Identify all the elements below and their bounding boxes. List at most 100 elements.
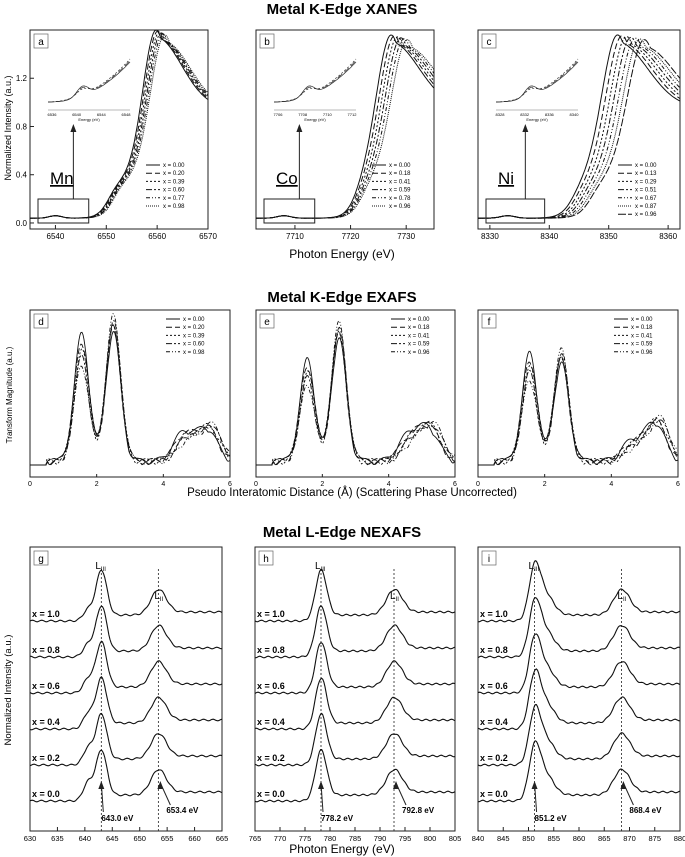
x-tick-label: 4 xyxy=(161,481,165,488)
series-line xyxy=(256,326,456,466)
panel-letter: d xyxy=(38,317,44,328)
series-line xyxy=(30,34,209,219)
panel-frame xyxy=(477,29,681,230)
panel-c: c 8330 8340 8350 8360 Ni 8328 8332 8336 8340 Energ… xyxy=(477,29,681,241)
l3-energy-label: 643.0 eV xyxy=(101,814,134,823)
inset-tick-label: 8332 xyxy=(520,112,530,117)
legend-label: x = 0.41 xyxy=(408,333,430,339)
panel-letter-box xyxy=(258,550,274,566)
element-label: Ni xyxy=(498,169,514,188)
panel-frame xyxy=(29,546,223,832)
series-line xyxy=(478,356,679,466)
series-line xyxy=(254,605,456,659)
series-line xyxy=(478,35,681,219)
panel-letter-box xyxy=(259,313,275,329)
panel-letter-box xyxy=(481,313,497,329)
x-tick-label: 775 xyxy=(299,834,312,843)
nexafs-xlabel: Photon Energy (eV) xyxy=(289,842,394,856)
panel-frame xyxy=(255,309,456,478)
series-line xyxy=(478,350,679,466)
l3-energy-label: 851.2 eV xyxy=(535,814,568,823)
series-label: x = 0.4 xyxy=(257,717,285,727)
l3-edge-label: LIII xyxy=(315,561,326,573)
panel-letter-box xyxy=(33,33,49,49)
x-tick-label: 805 xyxy=(449,834,462,843)
inset-tick-label: 7708 xyxy=(298,112,308,117)
exafs-ylabel: Transform Magnitude (a.u.) xyxy=(5,346,14,443)
series-line xyxy=(254,712,456,767)
legend-label: x = 0.00 xyxy=(183,317,205,323)
series-line xyxy=(478,356,679,466)
inset-tick-label: 6548 xyxy=(122,112,132,117)
x-tick-label: 4 xyxy=(387,481,391,488)
x-tick-label: 795 xyxy=(399,834,412,843)
panel-letter: g xyxy=(38,554,44,565)
l3-energy-label: 778.2 eV xyxy=(321,814,354,823)
legend-label: x = 0.96 xyxy=(408,350,430,356)
series-line xyxy=(477,596,681,659)
panel-letter-box xyxy=(259,33,275,49)
x-tick-label: 6 xyxy=(228,481,232,488)
panel-d: d 0 2 4 6 x = 0.00 x = 0.20 x = 0.39 x = 0.60 x =… xyxy=(28,309,232,488)
series-label: x = 0.2 xyxy=(480,753,508,763)
x-tick-label: 870 xyxy=(623,834,636,843)
legend-label: x = 0.20 xyxy=(163,171,185,177)
inset-series-line xyxy=(48,61,131,103)
x-tick-label: 800 xyxy=(424,834,437,843)
legend-label: x = 0.41 xyxy=(389,179,411,185)
y-tick-label: 0.8 xyxy=(16,122,28,131)
series-line xyxy=(256,38,435,219)
x-tick-label: 845 xyxy=(497,834,510,843)
legend-label: x = 0.00 xyxy=(163,163,185,169)
series-line xyxy=(256,337,456,466)
series-label: x = 0.0 xyxy=(257,789,285,799)
inset-series-line xyxy=(496,60,579,103)
inset-series-line xyxy=(48,60,131,103)
legend-label: x = 0.59 xyxy=(408,342,430,348)
series-line xyxy=(29,640,223,695)
panel-letter-box xyxy=(481,33,497,49)
panel-f: f 0 2 4 6 x = 0.00 x = 0.18 x = 0.41 x = 0.59 x =… xyxy=(476,309,680,488)
l2-edge-sub: II xyxy=(396,597,400,603)
series-label: x = 0.2 xyxy=(32,753,60,763)
panel-i: i 840 845 850 855 860 865 870 875 880 LIII LII x = 1… xyxy=(472,546,685,843)
l3-edge-sub: III xyxy=(534,567,539,573)
panel-a: a 6540 6550 6560 6570 0.0 0.4 0.8 1.2 Mn 6536 6540 6… xyxy=(16,29,217,241)
x-tick-label: 630 xyxy=(24,834,37,843)
legend-label: x = 0.18 xyxy=(389,171,411,177)
x-tick-label: 2 xyxy=(543,481,547,488)
series-label: x = 0.4 xyxy=(480,717,508,727)
x-tick-label: 650 xyxy=(133,834,146,843)
inset-tick-label: 7712 xyxy=(348,112,358,117)
legend-label: x = 0.87 xyxy=(635,204,657,210)
x-tick-label: 6550 xyxy=(97,232,115,241)
panel-b: b 7710 7720 7730 Co 7706 7708 7710 7712 Energy (e… xyxy=(255,29,435,241)
series-label: x = 0.0 xyxy=(480,789,508,799)
series-line xyxy=(256,37,435,219)
pre-edge-box xyxy=(263,198,316,224)
panel-letter: b xyxy=(264,37,270,48)
inset-series-line xyxy=(47,58,131,103)
series-line xyxy=(254,568,456,623)
series-line xyxy=(254,748,456,803)
inset-series-line xyxy=(274,61,357,103)
panel-frame xyxy=(254,546,456,832)
x-tick-label: 880 xyxy=(674,834,685,843)
legend-label: x = 0.39 xyxy=(183,333,205,339)
inset-tick-label: 8328 xyxy=(496,112,506,117)
legend-label: x = 0.60 xyxy=(163,188,185,194)
series-line xyxy=(478,740,681,803)
nexafs-title: Metal L-Edge NEXAFS xyxy=(263,524,421,541)
x-tick-label: 785 xyxy=(349,834,362,843)
series-line xyxy=(29,605,222,659)
series-line xyxy=(256,39,435,219)
panel-letter: i xyxy=(488,554,490,565)
xanes-xlabel: Photon Energy (eV) xyxy=(289,247,394,261)
series-line xyxy=(30,323,231,466)
inset-arrowhead xyxy=(522,124,529,132)
l3-edge-label: LIII xyxy=(529,561,540,573)
x-tick-label: 6540 xyxy=(47,232,65,241)
legend-label: x = 0.00 xyxy=(635,163,657,169)
series-label: x = 0.4 xyxy=(32,717,60,727)
